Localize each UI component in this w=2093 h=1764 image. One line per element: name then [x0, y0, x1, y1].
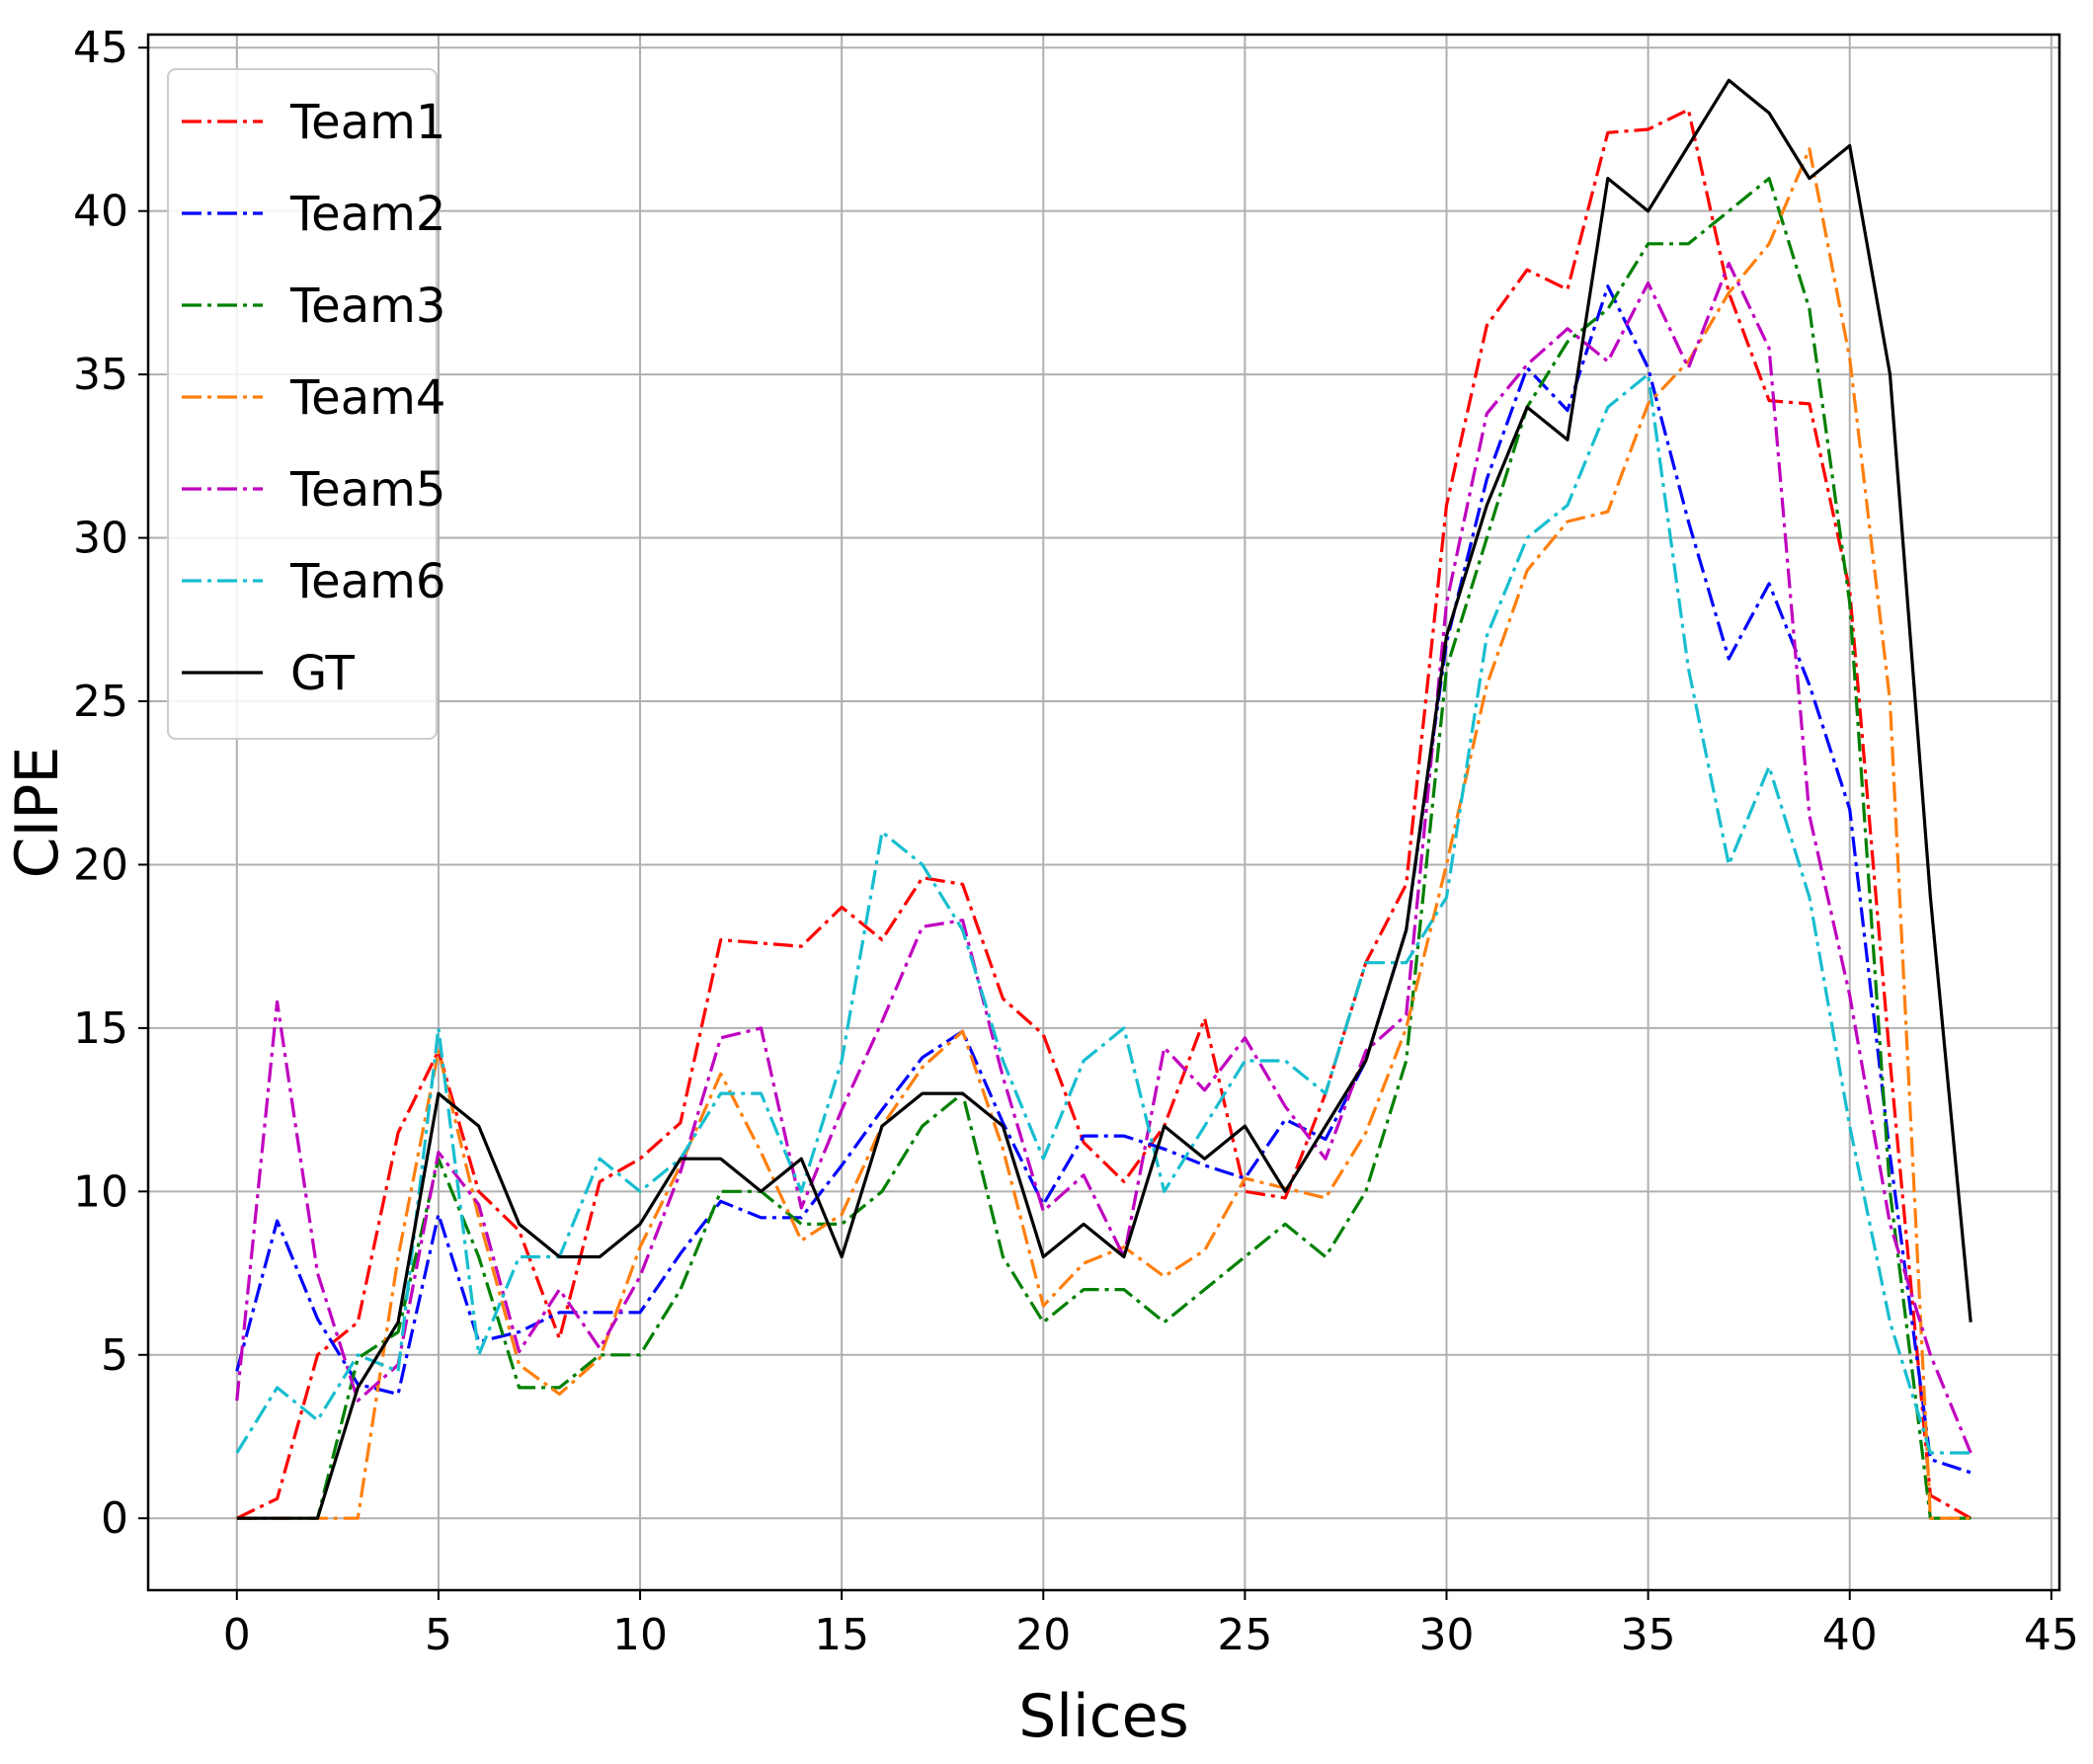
legend-label: Team4 — [289, 370, 445, 426]
plot-frame — [146, 33, 2061, 1592]
x-tick-label: 35 — [1621, 1610, 1676, 1660]
legend-label: Team5 — [289, 462, 445, 518]
y-tick-label: 40 — [73, 187, 128, 237]
y-tick-label: 10 — [73, 1166, 128, 1217]
axis-ticks: 0 5 10 15 20 25 30 35 40 45 0 5 10 15 20 25 30 35 40 45 — [73, 23, 2079, 1660]
legend-label: GT — [290, 646, 355, 701]
x-tick-label: 30 — [1418, 1610, 1474, 1660]
y-tick-label: 35 — [73, 350, 128, 400]
legend-label: Team3 — [289, 279, 445, 334]
y-axis-label: CIPE — [3, 747, 72, 879]
x-tick-label: 10 — [612, 1610, 668, 1660]
series-line-team4 — [236, 147, 1972, 1520]
x-tick-label: 40 — [1822, 1610, 1878, 1660]
x-tick-label: 15 — [814, 1610, 869, 1660]
x-tick-label: 45 — [2024, 1610, 2079, 1660]
x-tick-label: 0 — [223, 1610, 251, 1660]
series-line-team1 — [236, 108, 1972, 1520]
legend-label: Team1 — [289, 95, 445, 150]
legend-box — [167, 68, 438, 740]
legend-label: Team6 — [289, 554, 445, 609]
legend: Team1 Team2 Team3 Team4 Team5 Team6 GT — [167, 68, 445, 740]
y-tick-label: 15 — [73, 1003, 128, 1054]
x-tick-label: 5 — [425, 1610, 452, 1660]
series-line-team6 — [235, 372, 1972, 1455]
x-tick-label: 25 — [1217, 1610, 1272, 1660]
y-tick-label: 0 — [101, 1493, 128, 1544]
legend-label: Team2 — [289, 187, 445, 242]
grid — [148, 35, 2059, 1590]
series-lines — [235, 78, 1972, 1520]
series-line-team2 — [235, 284, 1972, 1475]
series-line-gt — [236, 78, 1972, 1520]
x-axis-label: Slices — [1018, 1682, 1189, 1751]
y-tick-label: 45 — [73, 23, 128, 73]
y-tick-label: 30 — [73, 514, 128, 564]
x-tick-label: 20 — [1015, 1610, 1071, 1660]
y-tick-label: 5 — [101, 1330, 128, 1381]
series-line-team5 — [235, 262, 1972, 1454]
y-tick-label: 20 — [73, 840, 128, 890]
series-line-team3 — [236, 177, 1972, 1520]
y-tick-label: 25 — [73, 677, 128, 727]
